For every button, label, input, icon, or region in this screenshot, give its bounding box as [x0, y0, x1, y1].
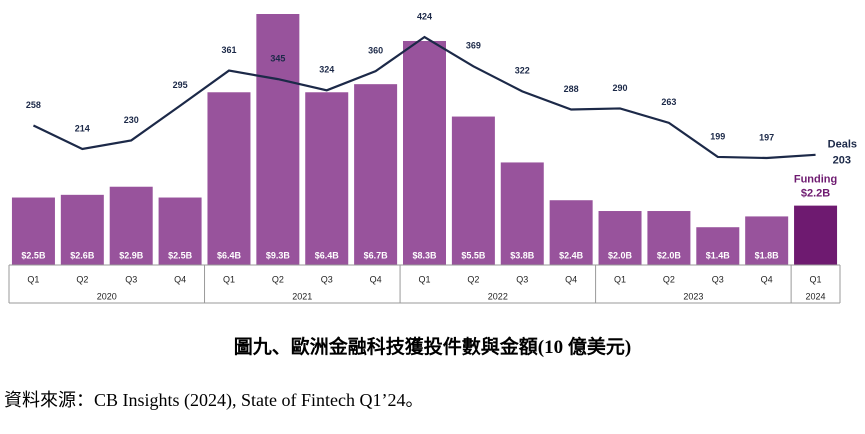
- line: [32, 35, 816, 160]
- x-tick-label: Q1: [223, 274, 235, 284]
- x-tick-label: Q1: [27, 274, 39, 284]
- x-tick-label: Q2: [76, 274, 88, 284]
- value-label: 324: [319, 65, 334, 75]
- bar: [451, 116, 495, 265]
- bar: [11, 197, 55, 265]
- x-tick-label: Q3: [712, 274, 724, 284]
- x-group-label: 2022: [488, 291, 508, 301]
- x-tick-label: Q1: [614, 274, 626, 284]
- value-label: 258: [26, 100, 41, 110]
- x-group-label: 2021: [292, 291, 312, 301]
- x-tick-label: Q1: [418, 274, 430, 284]
- value-label: 424: [417, 11, 432, 21]
- value-label: 361: [221, 45, 236, 55]
- value-label: 199: [710, 131, 725, 141]
- bar: [256, 14, 300, 265]
- bar: [549, 200, 593, 265]
- bar: [60, 194, 104, 265]
- x-tick-label: Q3: [321, 274, 333, 284]
- x-tick-label: Q1: [810, 274, 822, 284]
- bar: [403, 40, 446, 266]
- value-label: $6.4B: [217, 250, 242, 260]
- x-tick-label: Q4: [174, 274, 186, 284]
- value-label: 290: [613, 83, 628, 93]
- value-label: $1.8B: [755, 250, 780, 260]
- value-label: $2.5B: [168, 250, 193, 260]
- x-tick-label: Q2: [467, 274, 479, 284]
- value-label: 288: [564, 84, 579, 94]
- value-label: $2.4B: [559, 250, 584, 260]
- value-label: $5.5B: [461, 250, 486, 260]
- value-label: 197: [759, 132, 774, 142]
- x-tick-label: Q3: [125, 274, 137, 284]
- value-label: $1.4B: [706, 250, 731, 260]
- value-label: $6.4B: [315, 250, 340, 260]
- bar: [207, 92, 251, 265]
- bar: [745, 216, 789, 265]
- x-tick-label: Q4: [565, 274, 577, 284]
- series-label: Deals: [828, 139, 857, 151]
- bar: [500, 162, 544, 265]
- value-label: $2.0B: [608, 250, 633, 260]
- value-label: 322: [515, 66, 530, 76]
- x-group-label: 2023: [683, 291, 703, 301]
- bar: [598, 211, 642, 265]
- bar: [158, 197, 202, 265]
- value-label: 295: [173, 80, 188, 90]
- x-group-label: 2024: [806, 291, 826, 301]
- value-label: 230: [124, 115, 139, 125]
- value-label: $2.5B: [21, 250, 46, 260]
- value-label: $2.0B: [657, 250, 682, 260]
- value-label: 263: [661, 97, 676, 107]
- value-label: $3.8B: [510, 250, 535, 260]
- value-label: 369: [466, 41, 481, 51]
- caption: 圖九、歐洲金融科技獲投件數與金額(10 億美元): [233, 337, 632, 358]
- bar: [647, 211, 691, 265]
- x-tick-label: Q4: [370, 274, 382, 284]
- x-tick-label: Q2: [272, 274, 284, 284]
- value-label: 203: [833, 155, 851, 167]
- x-tick-label: Q3: [516, 274, 528, 284]
- bar: [354, 84, 398, 265]
- source: 資料來源：CB Insights (2024), State of Fintec…: [4, 390, 424, 410]
- value-label: 345: [270, 53, 285, 63]
- value-label: $6.7B: [364, 250, 389, 260]
- value-label: 360: [368, 45, 383, 55]
- value-label: 214: [75, 123, 90, 133]
- bar: [109, 186, 153, 265]
- value-label: $2.2B: [801, 188, 830, 200]
- x-group-label: 2020: [97, 291, 117, 301]
- bar: [696, 227, 740, 265]
- value-label: $2.9B: [119, 250, 144, 260]
- series-label: Funding: [794, 174, 837, 186]
- value-label: $9.3B: [266, 250, 291, 260]
- x-tick-label: Q2: [663, 274, 675, 284]
- value-label: $2.6B: [70, 250, 95, 260]
- bar: [794, 205, 838, 265]
- value-label: $8.3B: [412, 250, 437, 260]
- bar: [305, 92, 349, 265]
- x-tick-label: Q4: [761, 274, 773, 284]
- chart: $2.5B $2.6B $2.9B $2.5B $6.4B $9.3B $6.4B $6.7B…: [8, 11, 857, 304]
